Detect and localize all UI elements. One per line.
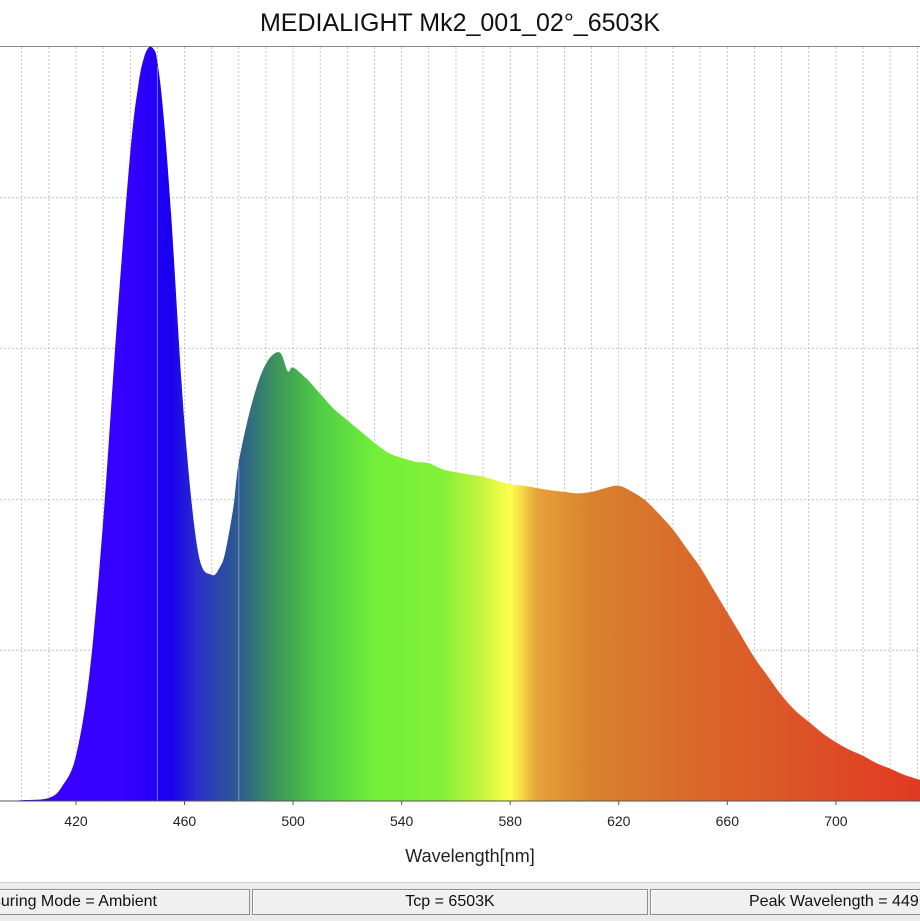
x-tick-label: 580 bbox=[499, 813, 523, 829]
measuring-mode-text: Measuring Mode = Ambient bbox=[0, 893, 157, 910]
peak-wavelength-panel: Peak Wavelength = 449 bbox=[650, 889, 920, 915]
x-axis-label: Wavelength[nm] bbox=[405, 846, 535, 866]
tick-layer: 4204605005405806206607007 bbox=[64, 801, 848, 829]
x-tick-label: 500 bbox=[281, 813, 305, 829]
marker-layer bbox=[156, 66, 240, 801]
title-divider bbox=[0, 46, 920, 47]
x-tick-label: 660 bbox=[716, 813, 740, 829]
x-tick-label: 460 bbox=[173, 813, 197, 829]
status-bar: Measuring Mode = Ambient Tcp = 6503K Pea… bbox=[0, 882, 920, 921]
tcp-text: Tcp = 6503K bbox=[405, 893, 495, 910]
x-tick-label: 420 bbox=[64, 813, 88, 829]
spectrum-chart: 4204605005405806206607007 bbox=[0, 46, 920, 829]
spectrum-area bbox=[0, 46, 920, 801]
tcp-panel: Tcp = 6503K bbox=[252, 889, 648, 915]
x-tick-label: 540 bbox=[390, 813, 414, 829]
x-tick-label: 620 bbox=[607, 813, 631, 829]
chart-title: MEDIALIGHT Mk2_001_02°_6503K bbox=[259, 9, 661, 37]
x-tick-label: 700 bbox=[824, 813, 848, 829]
measuring-mode-panel: Measuring Mode = Ambient bbox=[0, 889, 250, 915]
peak-wavelength-text: Peak Wavelength = 449 bbox=[749, 893, 919, 910]
